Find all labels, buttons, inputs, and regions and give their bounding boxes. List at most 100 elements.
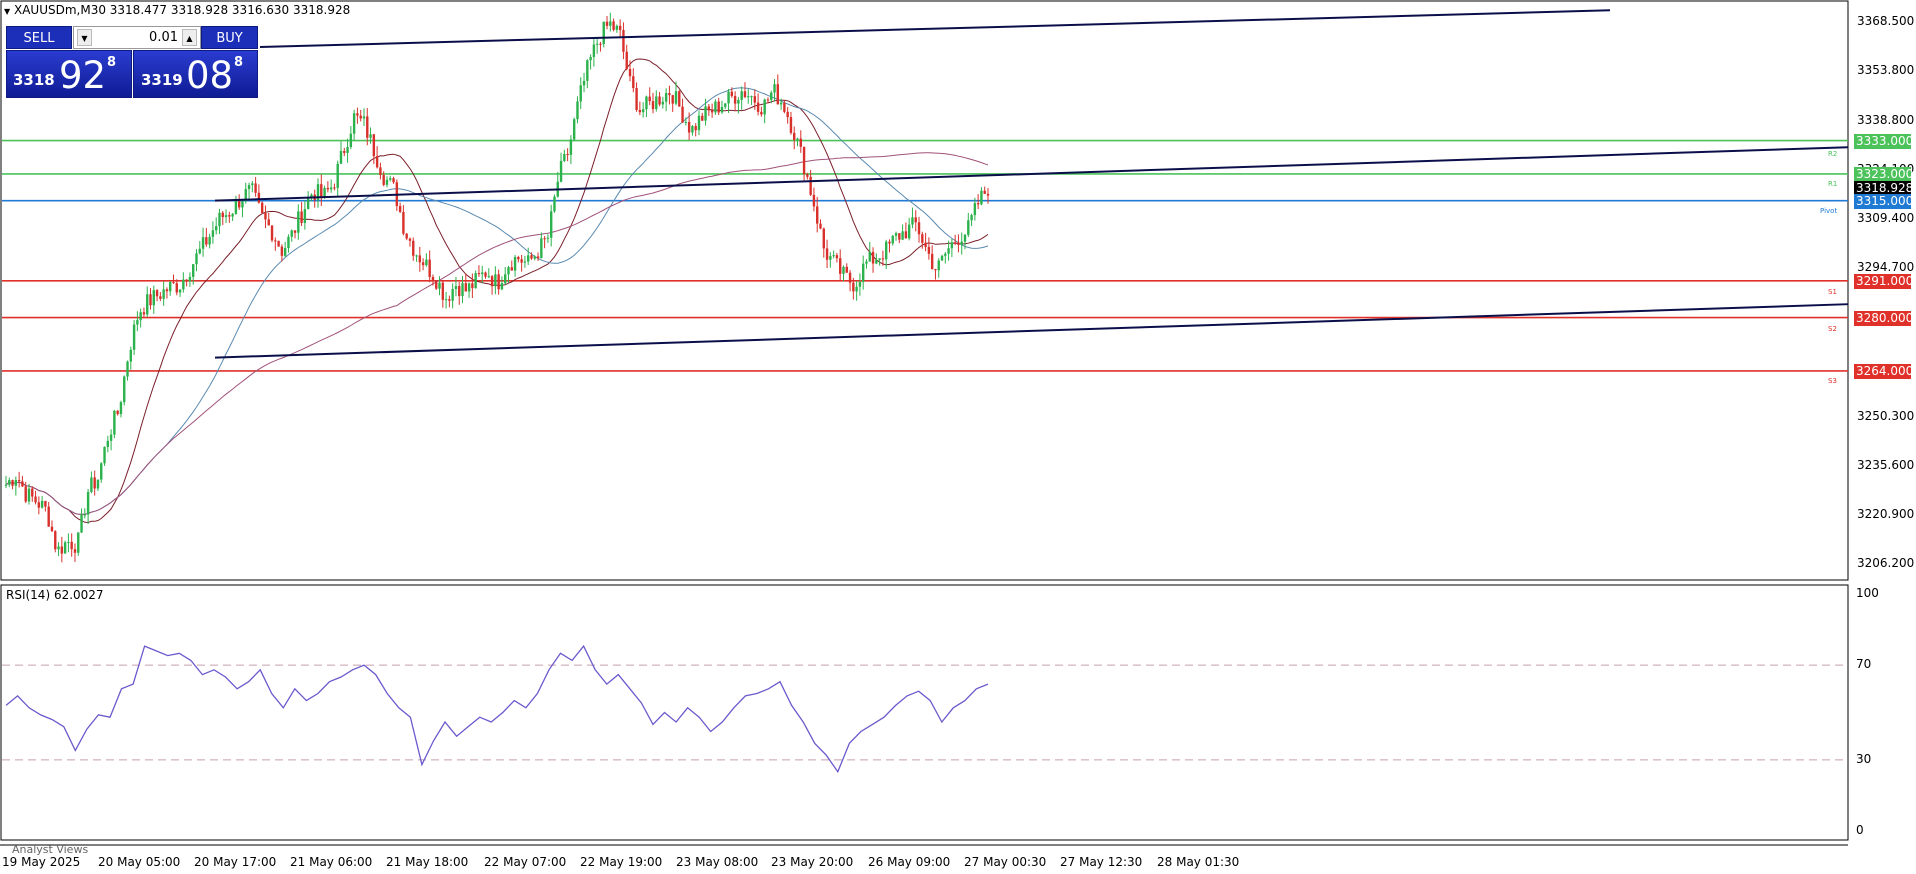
price-axis-label: 3353.800 [1857, 63, 1915, 78]
candle-body [622, 30, 625, 52]
sell-button[interactable]: SELL [6, 26, 72, 49]
sell-price-sup: 8 [107, 55, 117, 70]
main-pane-frame [0, 0, 1849, 581]
candle-body [257, 192, 261, 203]
candle-body [753, 96, 757, 103]
candle-body [37, 502, 41, 508]
time-axis-label: 23 May 20:00 [771, 855, 854, 869]
candle-body [359, 115, 362, 119]
upper-trendline [259, 9, 1611, 49]
candle-body [737, 99, 740, 104]
candle-body [175, 283, 178, 293]
candle-body [740, 91, 743, 100]
candle-body [507, 267, 510, 275]
candle-body [543, 238, 546, 240]
candle-body [605, 21, 609, 26]
candle-body [93, 477, 96, 489]
rsi-axis-label: 30 [1856, 751, 1872, 766]
time-axis-label: 22 May 07:00 [484, 855, 567, 869]
candle-body [829, 256, 832, 260]
candle-body [159, 296, 162, 299]
s2-note: S2 [1828, 325, 1837, 333]
candle-body [714, 101, 717, 113]
candle-body [369, 134, 372, 138]
candle-body [599, 43, 602, 45]
candle-body [786, 111, 789, 118]
candle-body [858, 281, 862, 287]
candle-body [760, 111, 763, 115]
lot-size-value[interactable]: 0.01 [149, 30, 178, 45]
candle-body [668, 93, 671, 96]
candle-body [293, 230, 297, 233]
symbol-info: ▼ XAUUSDm,M30 3318.477 3318.928 3316.630… [4, 3, 350, 17]
triangle-down-icon[interactable]: ▼ [4, 7, 11, 16]
candle-body [779, 102, 783, 105]
candle-body [970, 215, 973, 221]
one-click-trading-panel: SELL ▼ 0.01 ▲ BUY 3318 92 8 3319 08 8 [6, 26, 258, 99]
candle-body [684, 121, 688, 123]
candle-body [793, 132, 796, 140]
candle-body [983, 190, 986, 194]
candle-body [155, 290, 159, 297]
middle-trendline [214, 146, 1849, 202]
candle-body [563, 154, 566, 161]
candle-body [747, 96, 750, 98]
candle-body [540, 238, 543, 259]
candle-body [681, 106, 684, 123]
candle-body [806, 174, 809, 177]
candle-body [201, 237, 205, 249]
candle-body [875, 259, 878, 264]
candle-body [224, 215, 228, 218]
candle-body [21, 481, 24, 487]
lot-decrease-icon[interactable]: ▼ [77, 29, 92, 46]
candle-body [986, 193, 990, 196]
candle-body [270, 225, 274, 241]
candle-body [382, 175, 385, 185]
candle-body [57, 546, 60, 550]
candle-body [527, 255, 530, 262]
candle-body [661, 101, 665, 105]
candle-body [691, 125, 694, 133]
candle-body [441, 282, 445, 300]
time-axis-label: 21 May 06:00 [290, 855, 373, 869]
candle-body [63, 542, 67, 554]
sell-price-small: 3318 [13, 71, 55, 89]
candle-body [237, 199, 241, 208]
candle-body [822, 228, 825, 249]
candle-body [625, 51, 628, 69]
lot-size-field[interactable]: ▼ 0.01 ▲ [73, 26, 201, 49]
candle-body [907, 224, 911, 239]
candle-body [523, 261, 527, 263]
candle-body [11, 480, 14, 486]
candle-body [83, 514, 87, 516]
lot-increase-icon[interactable]: ▲ [182, 29, 197, 46]
sell-price-display[interactable]: 3318 92 8 [6, 50, 132, 98]
candle-body [917, 222, 921, 235]
pivot-note: Pivot [1820, 207, 1838, 215]
buy-button[interactable]: BUY [201, 26, 258, 49]
candle-body [474, 273, 477, 289]
candle-body [185, 279, 188, 282]
candle-body [264, 212, 267, 220]
buy-price-small: 3319 [141, 71, 183, 89]
candle-body [172, 282, 175, 284]
candle-body [796, 138, 799, 140]
candle-body [129, 349, 133, 362]
candle-body [113, 410, 116, 435]
candle-body [549, 211, 553, 238]
candle-body [901, 231, 904, 240]
candle-body [569, 139, 573, 155]
candle-body [60, 546, 64, 554]
candle-body [809, 176, 812, 195]
buy-price-display[interactable]: 3319 08 8 [133, 50, 258, 98]
candle-body [165, 289, 169, 292]
candle-body [31, 488, 34, 497]
candle-body [316, 184, 320, 201]
candle-body [559, 160, 563, 182]
candle-body [54, 531, 57, 550]
candle-body [169, 282, 172, 292]
candle-body [891, 235, 894, 244]
analyst-views-label[interactable]: Analyst Views [12, 843, 89, 856]
candle-body [871, 251, 875, 264]
